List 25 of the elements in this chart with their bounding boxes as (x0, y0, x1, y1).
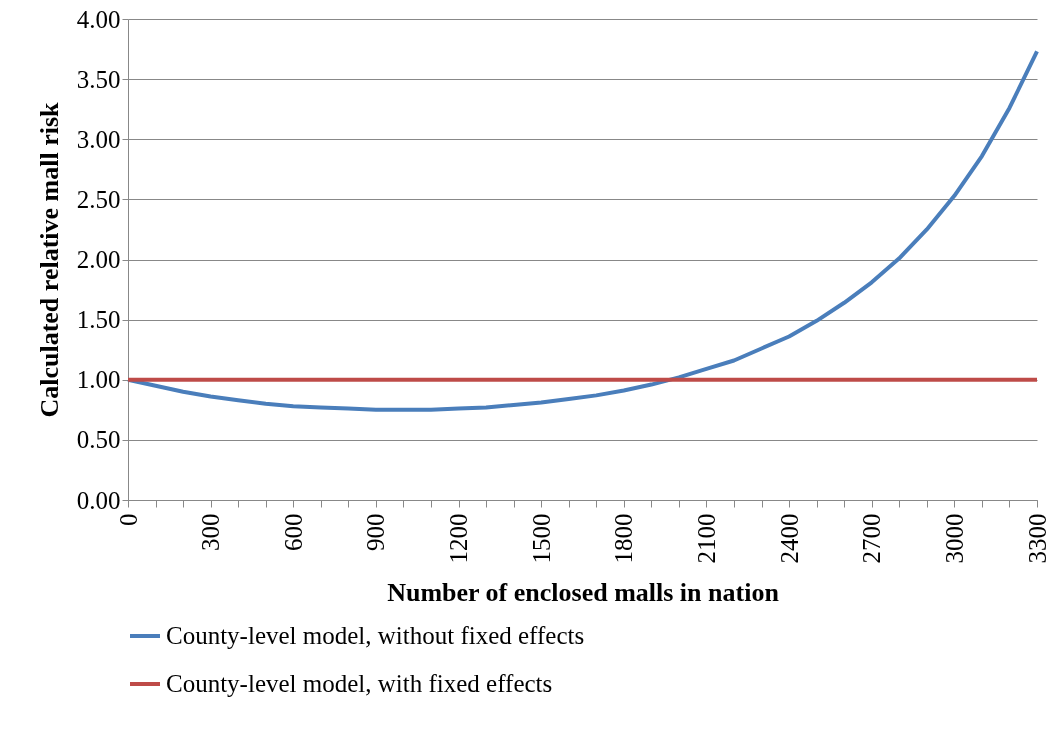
x-tick-label: 1500 (527, 513, 555, 564)
legend-label: County-level model, without fixed effects (166, 622, 585, 649)
x-tick-label: 2700 (858, 513, 886, 564)
x-tick-label: 2400 (775, 513, 803, 564)
x-tick-label: 600 (279, 513, 307, 551)
y-tick-label: 3.00 (76, 125, 121, 153)
x-tick-label: 3300 (1023, 513, 1051, 564)
y-tick-label: 1.00 (76, 366, 121, 394)
y-tick-label: 1.50 (76, 306, 121, 334)
y-tick-label: 0.50 (76, 426, 121, 454)
x-axis-title: Number of enclosed malls in nation (387, 577, 780, 607)
x-tick-label: 3000 (940, 513, 968, 564)
x-tick-label: 0 (114, 513, 142, 526)
y-tick-label: 4.00 (76, 5, 121, 33)
x-tick-label: 1200 (445, 513, 473, 564)
x-tick-label: 2100 (692, 513, 720, 564)
y-tick-label: 2.00 (76, 246, 121, 273)
y-tick-label: 2.50 (76, 185, 121, 213)
y-tick-label: 3.50 (76, 65, 121, 93)
x-tick-label: 300 (197, 513, 225, 551)
legend-label: County-level model, with fixed effects (166, 670, 553, 697)
x-tick-label: 900 (362, 513, 390, 551)
x-tick-label: 1800 (610, 513, 638, 564)
y-tick-label: 0.00 (76, 486, 121, 514)
y-axis-title: Calculated relative mall risk (34, 101, 64, 418)
